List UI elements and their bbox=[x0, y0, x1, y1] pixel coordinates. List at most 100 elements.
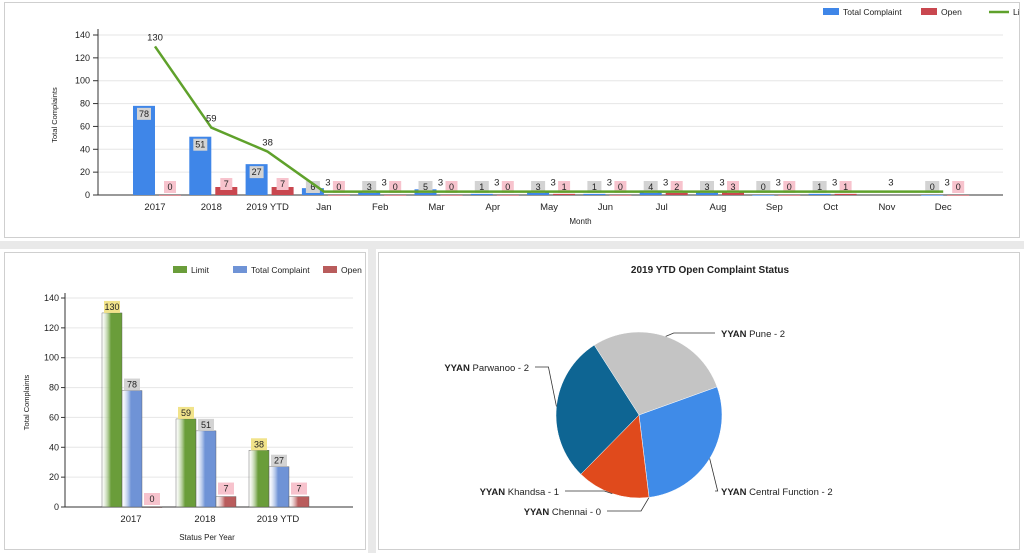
open-value-label: 0 bbox=[618, 182, 623, 192]
open-bar bbox=[327, 195, 350, 196]
total-complaint-value-label: 0 bbox=[930, 182, 935, 192]
total-complaint-bar bbox=[268, 466, 290, 508]
limit-bar bbox=[101, 312, 123, 508]
panel-separator-vertical bbox=[368, 249, 376, 553]
limit-value-label: 3 bbox=[832, 178, 837, 189]
pie-label: YYAN Khandsa - 1 bbox=[480, 487, 559, 498]
limit-value-label: 130 bbox=[147, 32, 163, 43]
x-tick-label: Jan bbox=[316, 202, 331, 213]
total-complaint-bar bbox=[752, 195, 775, 196]
y-tick-label: 100 bbox=[75, 76, 90, 86]
total-complaint-label-bg bbox=[756, 181, 771, 193]
total-complaint-bar bbox=[195, 430, 217, 508]
pie-slice-pune-2 bbox=[593, 331, 718, 416]
x-axis-label: Month bbox=[569, 217, 591, 226]
pie-label-prefix: YYAN bbox=[524, 507, 552, 518]
legend-swatch-total-complaint bbox=[823, 8, 839, 15]
pie-label: YYAN Parwanoo - 2 bbox=[444, 363, 529, 374]
legend-label-limit: Limit bbox=[1013, 7, 1019, 17]
total-complaint-label-bg bbox=[271, 454, 287, 467]
y-tick-label: 20 bbox=[49, 472, 59, 482]
total-complaint-label-bg bbox=[700, 181, 714, 193]
total-complaint-bar bbox=[808, 193, 831, 195]
limit-value-label: 3 bbox=[719, 178, 724, 189]
pie-label: YYAN Central Function - 2 bbox=[721, 487, 833, 498]
open-label-bg bbox=[670, 181, 683, 193]
open-label-bg bbox=[291, 482, 307, 495]
open-bar bbox=[609, 195, 632, 196]
pie-leader-line bbox=[535, 366, 557, 407]
open-label-bg bbox=[144, 493, 160, 505]
open-bar bbox=[215, 496, 237, 508]
total-complaint-label-bg bbox=[587, 181, 602, 193]
legend-label-limit: Limit bbox=[191, 265, 210, 275]
open-value-label: 0 bbox=[449, 182, 454, 192]
x-tick-label: Sep bbox=[766, 202, 783, 213]
total-complaint-bar bbox=[696, 191, 718, 195]
limit-value-label: 59 bbox=[206, 114, 217, 125]
open-bar bbox=[722, 191, 744, 195]
limit-label-bg bbox=[178, 406, 194, 419]
legend-swatch-limit bbox=[173, 266, 187, 273]
open-bar bbox=[215, 187, 238, 195]
pie-label-prefix: YYAN bbox=[721, 329, 749, 340]
open-bar bbox=[665, 192, 688, 195]
x-tick-label: Feb bbox=[372, 202, 388, 213]
total-complaint-bar bbox=[527, 191, 550, 195]
open-bar bbox=[384, 195, 407, 196]
y-tick-label: 100 bbox=[44, 353, 59, 363]
limit-value-label: 3 bbox=[550, 178, 555, 189]
open-bar bbox=[440, 195, 463, 196]
legend-label-total-complaint: Total Complaint bbox=[251, 265, 310, 275]
total-complaint-label-bg bbox=[474, 181, 489, 193]
legend-label-open: Open bbox=[341, 265, 362, 275]
pie-leader-line bbox=[709, 458, 719, 492]
open-value-label: 0 bbox=[393, 182, 398, 192]
open-value-label: 2 bbox=[674, 182, 679, 192]
open-label-bg bbox=[164, 181, 176, 193]
limit-value-label: 59 bbox=[181, 408, 191, 418]
open-bar bbox=[553, 193, 576, 195]
open-value-label: 7 bbox=[296, 484, 301, 494]
limit-value-label: 130 bbox=[104, 302, 119, 312]
x-tick-label: Oct bbox=[823, 202, 838, 213]
limit-value-label: 3 bbox=[945, 178, 950, 189]
total-complaint-value-label: 0 bbox=[761, 182, 766, 192]
limit-value-label: 3 bbox=[776, 178, 781, 189]
open-label-bg bbox=[558, 181, 571, 193]
total-complaint-label-bg bbox=[531, 181, 546, 193]
total-complaint-label-bg bbox=[643, 181, 658, 193]
open-label-bg bbox=[276, 178, 289, 190]
open-bar bbox=[288, 496, 310, 508]
total-complaint-value-label: 51 bbox=[201, 420, 211, 430]
pie-leader-line bbox=[665, 332, 715, 337]
y-tick-label: 140 bbox=[75, 30, 90, 40]
total-complaint-bar bbox=[921, 195, 944, 196]
limit-value-label: 3 bbox=[888, 178, 893, 189]
open-value-label: 7 bbox=[224, 179, 229, 189]
x-tick-label: Mar bbox=[428, 202, 444, 213]
y-tick-label: 80 bbox=[49, 383, 59, 393]
open-label-bg bbox=[839, 181, 852, 193]
pie-label-prefix: YYAN bbox=[480, 487, 508, 498]
open-bar bbox=[834, 193, 857, 195]
pie-label-prefix: YYAN bbox=[444, 363, 472, 374]
total-complaint-value-label: 3 bbox=[704, 182, 709, 192]
open-label-bg bbox=[332, 181, 345, 193]
yearly-status-chart: 0 20 40 60 80 100 120 140 Total Complaints Status… bbox=[22, 265, 362, 542]
x-tick-label: Aug bbox=[710, 202, 727, 213]
open-label-bg bbox=[445, 181, 458, 193]
open-value-label: 7 bbox=[280, 179, 285, 189]
limit-value-label: 3 bbox=[494, 178, 499, 189]
x-tick-label: Jun bbox=[598, 202, 613, 213]
open-value-label: 7 bbox=[223, 484, 228, 494]
total-complaint-bar bbox=[133, 105, 155, 195]
total-complaint-value-label: 3 bbox=[536, 182, 541, 192]
limit-bar bbox=[248, 450, 270, 508]
pie-label: YYAN Pune - 2 bbox=[721, 329, 785, 340]
pie-label-text: Pune - 2 bbox=[749, 329, 785, 340]
pie-label-text: Khandsa - 1 bbox=[508, 487, 559, 498]
pie-label-prefix: YYAN bbox=[721, 487, 749, 498]
total-complaint-label-bg bbox=[249, 166, 264, 179]
total-complaint-label-bg bbox=[137, 107, 151, 120]
